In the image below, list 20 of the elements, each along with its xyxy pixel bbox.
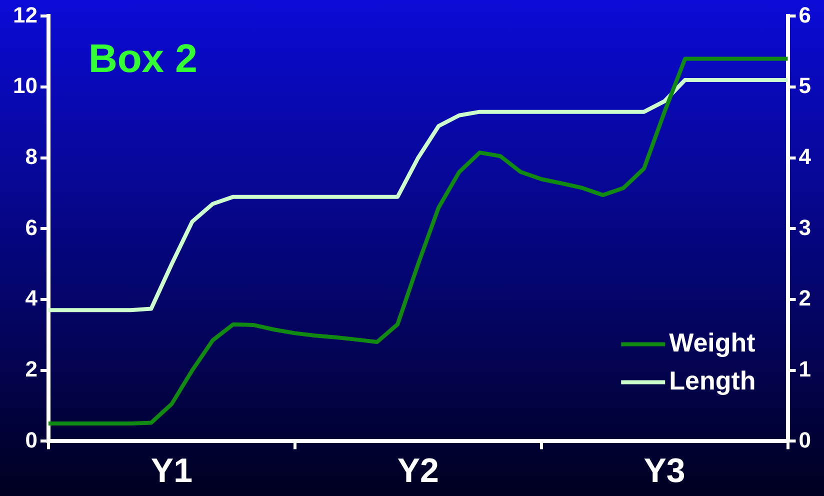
y-tick-label: 12 (12, 2, 38, 28)
legend-label: Length (669, 365, 756, 396)
y-tick-label: 6 (25, 214, 38, 240)
y-tick-label: 0 (25, 427, 38, 452)
text: Box 2 (88, 37, 198, 82)
y2-tick-label: 1 (798, 356, 812, 382)
y2-tick-label: 3 (798, 214, 812, 240)
y-tick-label: 10 (12, 73, 38, 98)
y2-tick-label: 2 (798, 286, 812, 311)
y2-tick-label: 5 (798, 73, 812, 98)
y2-tick-label: 6 (798, 2, 812, 28)
y-tick-label: 8 (25, 144, 38, 169)
y2-tick-label: 4 (798, 144, 812, 169)
y2-tick-label: 0 (798, 427, 812, 452)
legend-label: Weight (669, 327, 756, 358)
y-tick-label: 2 (25, 356, 38, 382)
x-tick-label: Y1 (150, 452, 192, 490)
x-tick-label: Y2 (397, 452, 439, 490)
x-tick-label: Y3 (644, 452, 686, 490)
y-tick-label: 4 (25, 286, 38, 311)
